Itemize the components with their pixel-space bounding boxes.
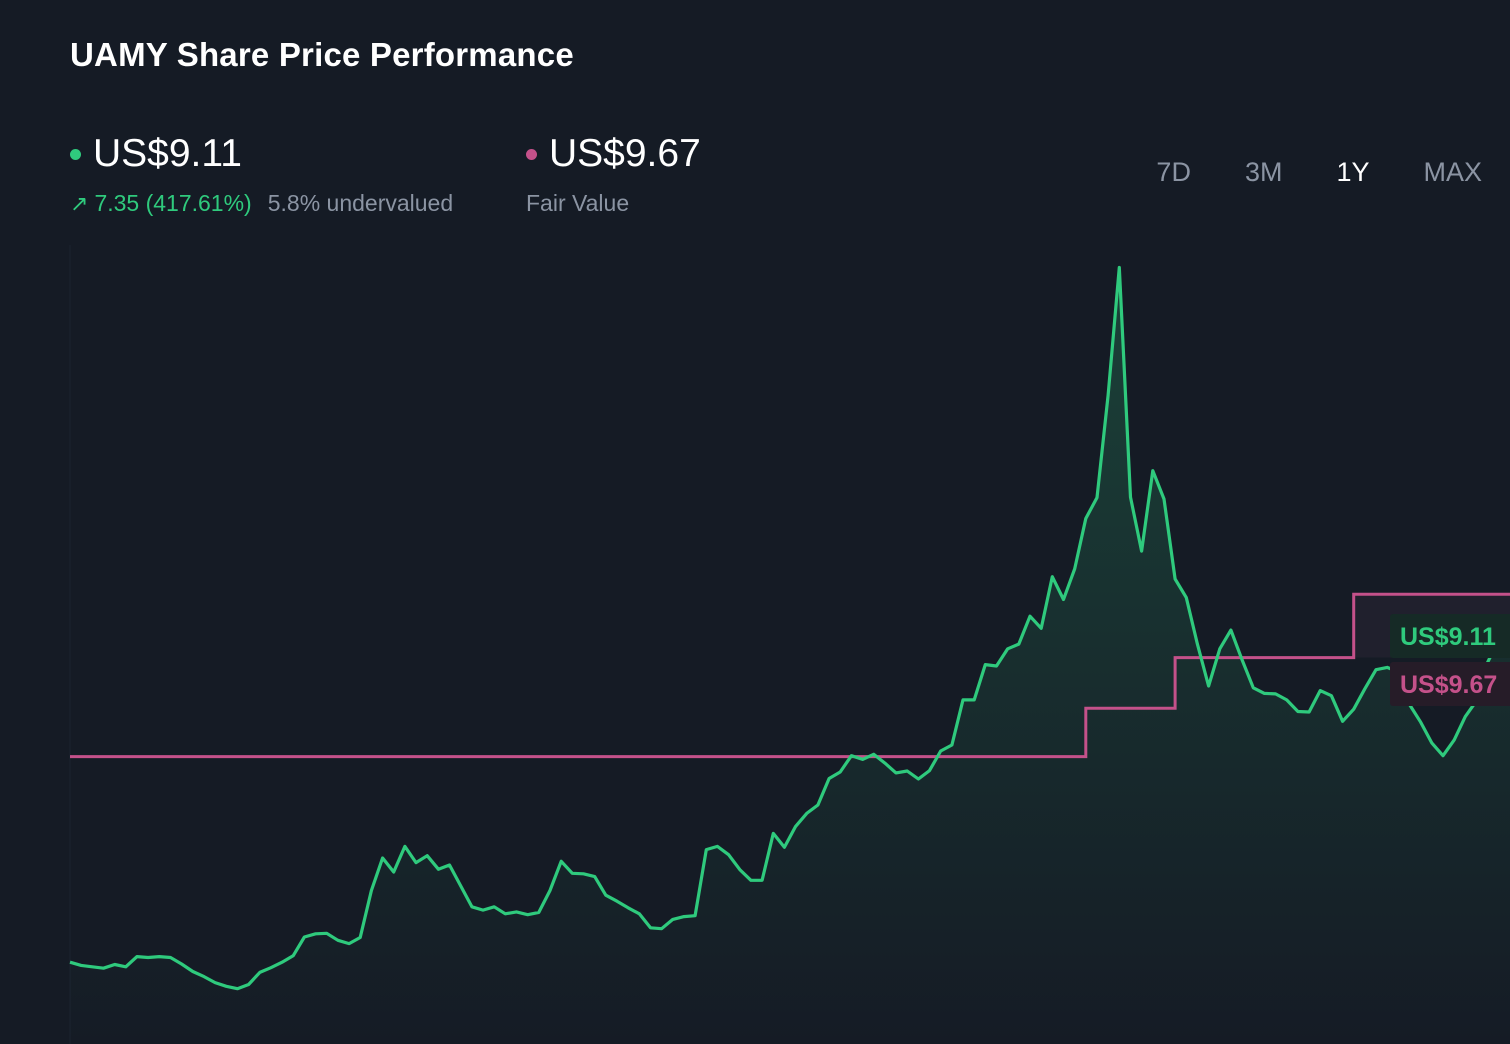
fair-value-label: Fair Value xyxy=(526,190,630,216)
end-labels: US$9.11 US$9.67 xyxy=(1390,614,1510,706)
price-change: 7.35 (417.61%) xyxy=(94,190,252,216)
tab-7d[interactable]: 7D xyxy=(1156,157,1191,187)
fair-value-block: US$9.67 Fair Value xyxy=(526,132,701,217)
fair-value-price: US$9.67 xyxy=(549,132,701,175)
fair-value-end-label-box xyxy=(1390,662,1510,706)
time-range-tabs: 7D 3M 1Y MAX xyxy=(1102,153,1482,192)
price-line xyxy=(69,265,1510,991)
current-price: US$9.11 xyxy=(93,132,242,175)
current-price-block: US$9.11 ↗ 7.35 (417.61%) 5.8% undervalue… xyxy=(70,132,453,217)
fair-value-end-label: US$9.67 xyxy=(1400,671,1497,699)
price-end-label-box xyxy=(1390,614,1510,658)
fair-value-line xyxy=(70,592,1510,759)
arrow-up-right-icon: ↗ xyxy=(70,190,89,216)
price-area xyxy=(70,267,1510,1044)
page-title: UAMY Share Price Performance xyxy=(70,36,574,73)
price-end-label: US$9.11 xyxy=(1400,623,1496,651)
valuation-note: 5.8% undervalued xyxy=(267,190,454,216)
tab-1y[interactable]: 1Y xyxy=(1336,157,1370,187)
fair-value-dot-icon xyxy=(526,148,537,160)
tab-3m[interactable]: 3M xyxy=(1244,157,1283,187)
price-dot-icon xyxy=(70,148,81,160)
tab-max[interactable]: MAX xyxy=(1423,157,1482,187)
